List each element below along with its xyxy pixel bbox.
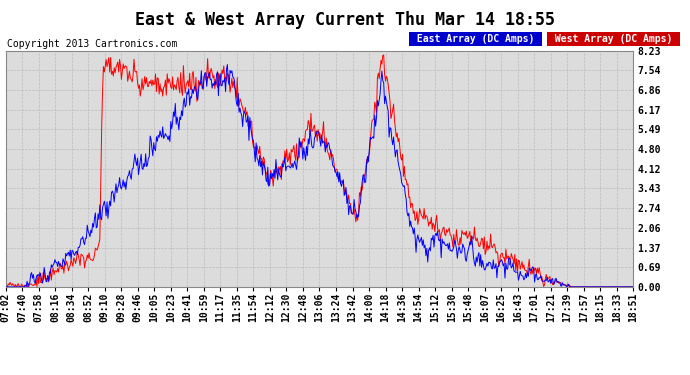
Text: West Array (DC Amps): West Array (DC Amps) bbox=[549, 34, 678, 44]
Text: Copyright 2013 Cartronics.com: Copyright 2013 Cartronics.com bbox=[7, 39, 177, 50]
Text: East Array (DC Amps): East Array (DC Amps) bbox=[411, 34, 540, 44]
Text: East & West Array Current Thu Mar 14 18:55: East & West Array Current Thu Mar 14 18:… bbox=[135, 11, 555, 29]
